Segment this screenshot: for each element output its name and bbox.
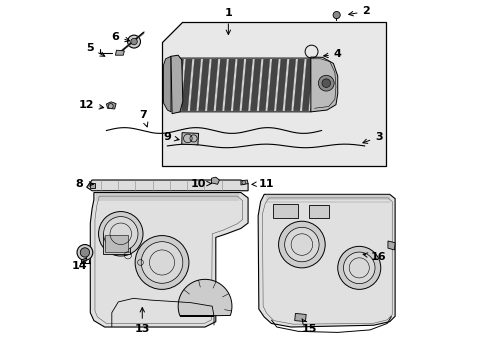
- Polygon shape: [172, 59, 183, 111]
- Circle shape: [131, 39, 137, 45]
- Polygon shape: [211, 177, 219, 184]
- Text: 9: 9: [163, 132, 179, 142]
- Polygon shape: [233, 59, 244, 111]
- Text: 11: 11: [251, 179, 273, 189]
- Polygon shape: [294, 314, 305, 321]
- Bar: [104, 234, 128, 252]
- Text: 14: 14: [72, 258, 87, 271]
- Polygon shape: [171, 55, 183, 114]
- Circle shape: [103, 217, 138, 251]
- Polygon shape: [387, 241, 394, 250]
- Polygon shape: [190, 59, 201, 111]
- Circle shape: [343, 252, 374, 284]
- Circle shape: [278, 221, 325, 268]
- Polygon shape: [259, 59, 269, 111]
- Circle shape: [80, 248, 89, 257]
- Polygon shape: [198, 59, 209, 111]
- Polygon shape: [162, 22, 386, 166]
- Circle shape: [332, 12, 340, 19]
- Polygon shape: [182, 133, 198, 145]
- Polygon shape: [90, 193, 247, 327]
- Polygon shape: [115, 50, 124, 55]
- Polygon shape: [241, 59, 252, 111]
- Circle shape: [77, 244, 93, 260]
- Polygon shape: [258, 194, 394, 327]
- Circle shape: [321, 79, 330, 87]
- Polygon shape: [106, 102, 116, 109]
- Polygon shape: [250, 59, 261, 111]
- Text: 13: 13: [134, 307, 150, 334]
- Text: 6: 6: [111, 32, 129, 42]
- Polygon shape: [181, 59, 192, 111]
- Polygon shape: [293, 59, 304, 111]
- Bar: [102, 233, 129, 253]
- Polygon shape: [241, 180, 247, 185]
- Circle shape: [135, 235, 188, 289]
- Text: 8: 8: [76, 179, 93, 189]
- Polygon shape: [207, 59, 218, 111]
- Bar: [308, 205, 328, 218]
- Polygon shape: [172, 58, 317, 112]
- Circle shape: [99, 212, 142, 256]
- Bar: [273, 204, 297, 218]
- Text: 1: 1: [224, 8, 232, 35]
- Text: 16: 16: [362, 252, 386, 262]
- Text: 10: 10: [190, 179, 211, 189]
- Polygon shape: [163, 56, 171, 112]
- Circle shape: [141, 242, 183, 283]
- Polygon shape: [86, 180, 247, 191]
- Circle shape: [337, 246, 380, 289]
- Circle shape: [108, 104, 113, 109]
- Polygon shape: [285, 59, 295, 111]
- Polygon shape: [216, 59, 226, 111]
- Text: 15: 15: [301, 319, 316, 334]
- Polygon shape: [90, 183, 94, 188]
- Text: 4: 4: [323, 49, 341, 59]
- Polygon shape: [310, 57, 337, 112]
- Circle shape: [127, 35, 140, 48]
- Text: 7: 7: [139, 111, 147, 127]
- Text: 5: 5: [85, 43, 104, 56]
- Polygon shape: [302, 59, 312, 111]
- Polygon shape: [178, 279, 231, 316]
- Text: 3: 3: [362, 132, 382, 143]
- Polygon shape: [224, 59, 235, 111]
- Circle shape: [284, 227, 319, 262]
- Polygon shape: [276, 59, 286, 111]
- Circle shape: [318, 75, 333, 91]
- Text: 2: 2: [348, 6, 369, 17]
- Polygon shape: [267, 59, 278, 111]
- Text: 12: 12: [79, 100, 103, 110]
